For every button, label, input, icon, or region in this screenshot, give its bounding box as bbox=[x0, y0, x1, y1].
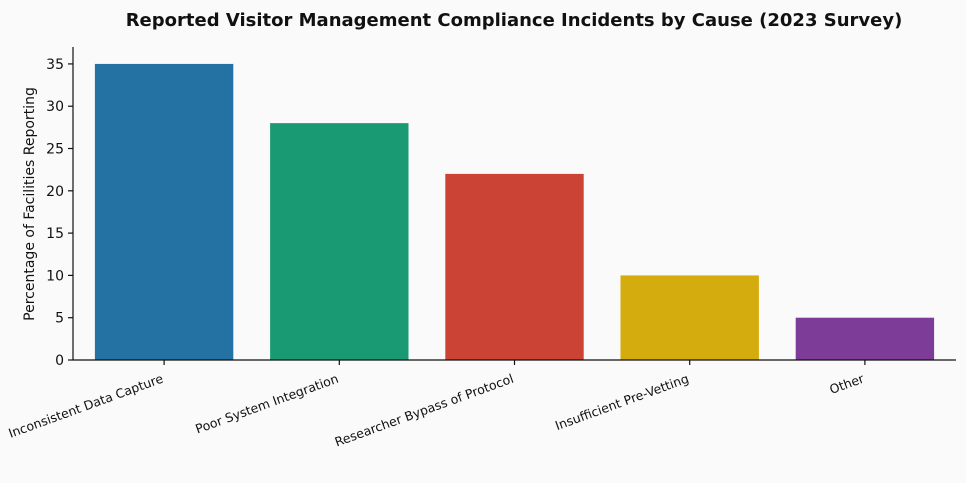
y-tick-label: 15 bbox=[46, 226, 64, 242]
x-tick-label: Other bbox=[827, 370, 866, 397]
y-tick-label: 20 bbox=[46, 184, 64, 200]
chart-title: Reported Visitor Management Compliance I… bbox=[126, 10, 903, 31]
x-tick-label: Poor System Integration bbox=[193, 371, 340, 437]
y-axis-ticks: 0 5 10 15 20 25 30 35 bbox=[46, 57, 73, 369]
bar bbox=[445, 173, 584, 360]
bar bbox=[94, 63, 234, 361]
y-axis-label: Percentage of Facilities Reporting bbox=[22, 87, 38, 321]
bar bbox=[795, 317, 935, 360]
y-tick-label: 35 bbox=[46, 57, 64, 73]
y-tick-label: 10 bbox=[46, 268, 64, 284]
x-tick-label: Researcher Bypass of Protocol bbox=[333, 371, 516, 450]
y-tick-label: 5 bbox=[55, 311, 64, 327]
bar bbox=[620, 275, 759, 360]
y-tick-label: 25 bbox=[46, 142, 64, 158]
x-axis-ticks: Inconsistent Data Capture Poor System Int… bbox=[6, 360, 867, 450]
y-tick-label: 30 bbox=[46, 99, 64, 115]
y-tick-label: 0 bbox=[55, 353, 64, 369]
x-tick-label: Insufficient Pre-Vetting bbox=[553, 371, 691, 433]
bar bbox=[270, 123, 409, 360]
x-tick-label: Inconsistent Data Capture bbox=[6, 371, 165, 441]
bars bbox=[94, 63, 935, 361]
